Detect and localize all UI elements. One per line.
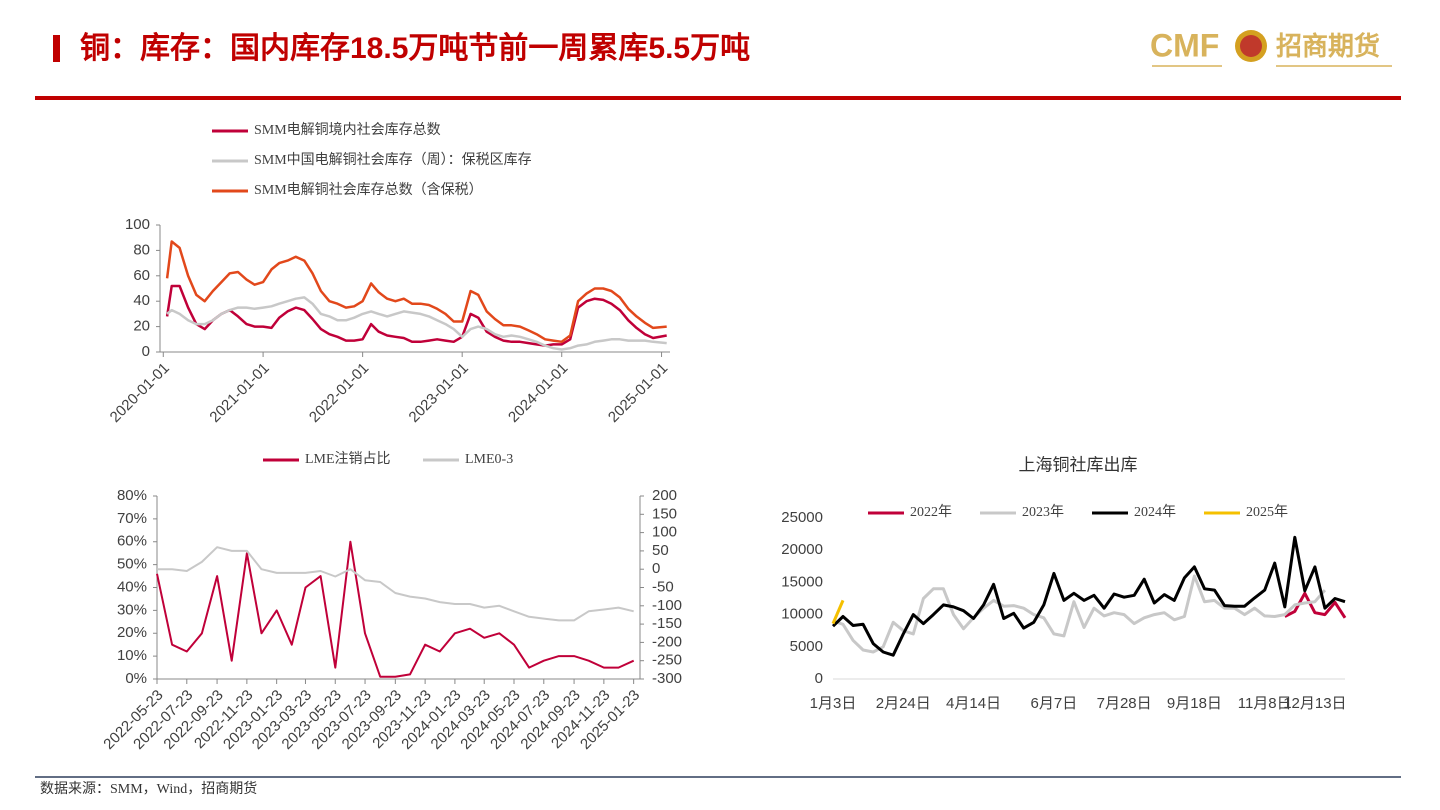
legend-label: LME注销占比	[305, 451, 391, 467]
y2-tick-label: -300	[652, 670, 682, 687]
y-tick-label: 60%	[117, 533, 147, 550]
series-line	[832, 574, 1327, 654]
y-tick-label: 20000	[781, 541, 823, 558]
y2-tick-label: -50	[652, 578, 674, 595]
legend-label: 2022年	[910, 504, 952, 520]
y-tick-label: 15000	[781, 573, 823, 590]
x-tick-label: 2023-01-01	[406, 360, 472, 426]
header-rule	[35, 96, 1401, 100]
y-tick-label: 25000	[781, 509, 823, 526]
y2-tick-label: -250	[652, 652, 682, 669]
series-line	[165, 240, 667, 344]
series-line	[166, 296, 667, 351]
y2-tick-label: 0	[652, 560, 660, 577]
source: 数据来源：SMM，Wind，招商期货	[40, 780, 257, 797]
y2-tick-label: -200	[652, 633, 682, 650]
y2-tick-label: 150	[652, 505, 677, 522]
y-tick-label: 10%	[117, 647, 147, 664]
y-tick-label: 100	[125, 216, 150, 233]
y2-tick-label: 50	[652, 542, 669, 559]
y2-tick-label: 100	[652, 524, 677, 541]
series-line	[1284, 591, 1347, 619]
x-tick-label: 2月24日	[876, 695, 931, 712]
y-tick-label: 70%	[117, 510, 147, 527]
y-tick-label: 80	[133, 241, 150, 258]
series-line	[157, 546, 634, 622]
y-tick-label: 20	[133, 318, 150, 335]
slide-title: 铜：库存：国内库存18.5万吨节前一周累库5.5万吨	[80, 32, 750, 65]
logo-icon-inner	[1240, 35, 1262, 57]
x-tick-label: 2025-01-01	[605, 360, 671, 426]
y-tick-label: 30%	[117, 601, 147, 618]
y-tick-label: 5000	[790, 638, 823, 655]
x-tick-label: 6月7日	[1031, 695, 1078, 712]
y-tick-label: 0%	[125, 670, 147, 687]
legend-label: 2025年	[1246, 504, 1288, 520]
y-tick-label: 80%	[117, 487, 147, 504]
y-tick-label: 50%	[117, 556, 147, 573]
y-tick-label: 0	[815, 670, 823, 687]
y2-tick-label: 200	[652, 487, 677, 504]
legend-label: 2024年	[1134, 504, 1176, 520]
y2-tick-label: -100	[652, 597, 682, 614]
x-tick-label: 11月8日	[1238, 695, 1292, 712]
title-marker	[53, 35, 60, 62]
x-tick-label: 4月14日	[946, 695, 1001, 712]
x-tick-label: 2024-01-01	[505, 360, 571, 426]
y-tick-label: 10000	[781, 606, 823, 623]
series-line	[831, 535, 1346, 657]
y-tick-label: 20%	[117, 624, 147, 641]
legend-label: 2023年	[1022, 504, 1064, 520]
legend-label: SMM电解铜社会库存总数（含保税）	[254, 182, 483, 198]
x-tick-label: 2020-01-01	[107, 360, 173, 426]
y-tick-label: 60	[133, 267, 150, 284]
series-line	[156, 540, 635, 678]
x-tick-label: 2021-01-01	[206, 360, 272, 426]
legend-label: LME0-3	[465, 452, 513, 467]
legend-label: SMM电解铜境内社会库存总数	[254, 122, 441, 138]
y-tick-label: 40%	[117, 578, 147, 595]
series-line	[831, 599, 845, 625]
series-line	[165, 284, 667, 347]
logo-cn: 招商期货	[1276, 31, 1380, 61]
x-tick-label: 12月13日	[1283, 695, 1346, 712]
y-tick-label: 0	[142, 343, 150, 360]
x-tick-label: 9月18日	[1167, 695, 1222, 712]
x-tick-label: 1月3日	[810, 695, 857, 712]
chart-title: 上海铜社库出库	[1019, 455, 1138, 474]
y-tick-label: 40	[133, 292, 150, 309]
legend-label: SMM中国电解铜社会库存（周）：保税区库存	[254, 152, 532, 168]
y2-tick-label: -150	[652, 615, 682, 632]
x-tick-label: 7月28日	[1097, 695, 1152, 712]
x-tick-label: 2022-01-01	[306, 360, 372, 426]
logo: CMF	[1150, 27, 1219, 63]
